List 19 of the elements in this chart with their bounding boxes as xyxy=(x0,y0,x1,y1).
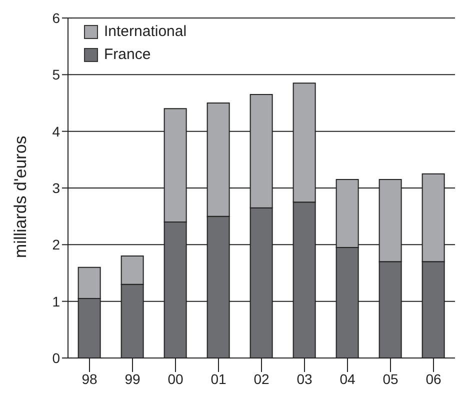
x-tick-label: 04 xyxy=(340,370,356,387)
y-tick-label: 2 xyxy=(52,236,60,253)
y-tick-label: 3 xyxy=(52,180,60,196)
y-tick-label: 0 xyxy=(52,350,60,366)
x-tick-label: 99 xyxy=(124,370,140,387)
legend-label: International xyxy=(104,23,187,40)
x-tick-label: 00 xyxy=(168,370,184,387)
x-tick-label: 06 xyxy=(426,370,442,387)
x-tick-label: 98 xyxy=(82,370,98,387)
legend-label: France xyxy=(104,46,151,63)
y-tick-label: 4 xyxy=(52,123,60,140)
x-tick-label: 03 xyxy=(296,370,312,387)
x-tick-label: 05 xyxy=(382,370,398,387)
y-axis-title: milliards d'euros xyxy=(11,136,30,258)
y-tick-label: 6 xyxy=(52,10,60,26)
x-tick-label: 01 xyxy=(210,370,226,387)
y-tick-label: 5 xyxy=(52,66,60,83)
y-tick-label: 1 xyxy=(52,293,60,310)
x-tick-label: 02 xyxy=(254,370,270,387)
